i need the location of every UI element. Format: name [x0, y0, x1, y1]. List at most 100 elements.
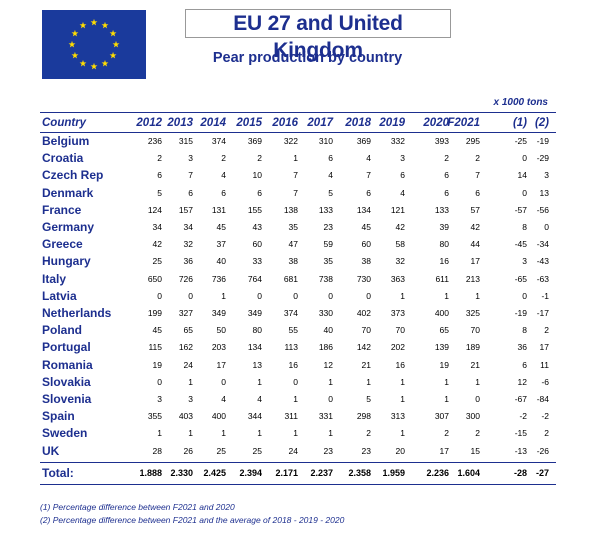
country-name: France — [42, 202, 82, 217]
table-cell: 2.425 — [203, 468, 226, 478]
table-cell: 4 — [400, 187, 405, 198]
table-cell: 16 — [395, 359, 405, 370]
table-row: Italy 650 726 736 764 681 738 730 363 611 213 -65 -6… — [40, 272, 560, 289]
country-name: Slovenia — [42, 392, 92, 406]
table-cell: 121 — [390, 204, 405, 215]
table-cell: 32 — [395, 256, 405, 267]
table-cell: 213 — [465, 273, 480, 284]
table-cell: -84 — [536, 394, 549, 404]
table-row: Sweden 1 1 1 1 1 1 2 1 2 2 -15 2 — [40, 426, 560, 443]
table-row: Latvia 0 0 1 0 0 0 0 1 1 1 0 -1 — [40, 289, 560, 306]
table-cell: 0 — [157, 376, 162, 387]
country-name: Portugal — [42, 340, 91, 355]
table-cell: 142 — [356, 342, 371, 353]
country-name: Sweden — [42, 426, 88, 441]
table-row: Slovakia 0 1 0 1 0 1 1 1 1 1 12 -6 — [40, 375, 560, 392]
table-cell: 2 — [544, 428, 549, 439]
country-name: UK — [42, 443, 60, 458]
country-column-header: Country — [42, 117, 87, 129]
table-row: Germany 34 34 45 43 35 23 45 42 39 42 8 0 — [40, 220, 560, 237]
table-top-rule — [40, 112, 556, 113]
table-row: Poland 45 65 50 80 55 40 70 70 65 70 8 2 — [40, 323, 560, 340]
table-cell: 6 — [444, 187, 449, 198]
table-cell: 0 — [522, 290, 527, 301]
table-cell: -2 — [541, 411, 549, 422]
country-name: Belgium — [42, 134, 90, 148]
table-cell: 70 — [470, 325, 480, 336]
country-name: Slovakia — [42, 374, 91, 389]
table-cell: 50 — [216, 325, 226, 336]
table-row: Denmark 5 6 6 6 7 5 6 4 6 6 0 13 — [40, 186, 560, 203]
table-cell: 7 — [293, 187, 298, 198]
units-label: x 1000 tons — [493, 97, 548, 108]
table-cell: 2 — [366, 428, 371, 439]
table-cell: 58 — [395, 239, 405, 250]
country-name: Netherlands — [42, 306, 112, 320]
table-cell: 1 — [328, 428, 333, 439]
table-cell: 15 — [470, 445, 480, 456]
table-cell: 17 — [216, 359, 226, 370]
table-cell: -25 — [514, 136, 527, 146]
table-cell: 38 — [288, 256, 298, 267]
table-cell: 400 — [211, 411, 226, 422]
table-cell: 344 — [247, 411, 262, 422]
table-cell: 6 — [400, 170, 405, 181]
table-cell: 6 — [328, 153, 333, 164]
table-cell: -28 — [513, 468, 527, 478]
table-header-row: Country 2012 2013 2014 2015 2016 2017 2018 2019… — [40, 117, 560, 133]
table-cell: 3 — [188, 394, 193, 404]
table-cell: 2.394 — [239, 468, 262, 478]
table-cell: 2 — [444, 428, 449, 439]
table-cell: 162 — [178, 342, 193, 353]
table-cell: 1 — [475, 376, 480, 387]
table-cell: 374 — [283, 308, 298, 318]
flag-star — [90, 18, 98, 26]
column-header: (2) — [534, 117, 549, 129]
table-cell: 764 — [247, 273, 262, 284]
table-cell: 45 — [361, 222, 371, 232]
table-cell: -19 — [514, 308, 527, 318]
table-cell: 7 — [366, 170, 371, 181]
table-cell: 60 — [361, 239, 371, 250]
table-cell: -15 — [514, 428, 527, 439]
table-cell: 65 — [439, 325, 449, 336]
column-header: 2016 — [272, 117, 298, 129]
table-cell: 349 — [211, 308, 226, 318]
country-name: Spain — [42, 409, 75, 424]
country-name: Croatia — [42, 151, 84, 166]
table-cell: 65 — [183, 325, 193, 336]
table-cell: 2.171 — [275, 468, 298, 478]
table-cell: -27 — [535, 468, 549, 478]
table-cell: 3 — [400, 153, 405, 164]
table-cell: 2 — [475, 428, 480, 439]
table-cell: 4 — [366, 153, 371, 164]
table-cell: 12 — [517, 376, 527, 387]
table-cell: 325 — [465, 308, 480, 318]
table-cell: -17 — [536, 308, 549, 318]
flag-star — [90, 62, 98, 70]
flag-star — [68, 40, 76, 48]
table-total-rule — [40, 462, 556, 463]
table-cell: 115 — [148, 342, 162, 353]
table-cell: 611 — [435, 273, 449, 284]
table-row: Belgium 236 315 374 369 322 310 369 332 393 295 -25… — [40, 134, 560, 151]
table-cell: 1 — [221, 428, 226, 439]
table-cell: 26 — [183, 445, 193, 456]
table-cell: -6 — [541, 376, 549, 387]
table-cell: 1 — [293, 428, 298, 439]
table-cell: 35 — [323, 256, 333, 267]
table-cell: 4 — [257, 394, 262, 404]
table-cell: 400 — [434, 308, 449, 318]
table-cell: -19 — [536, 136, 549, 146]
table-cell: 16 — [439, 256, 449, 267]
country-name: Hungary — [42, 254, 91, 269]
table-cell: 0 — [366, 290, 371, 301]
table-cell: 7 — [188, 170, 193, 181]
table-cell: 0 — [544, 222, 549, 232]
table-cell: 131 — [211, 204, 226, 215]
column-header: 2012 — [136, 117, 162, 129]
column-header: 2019 — [379, 117, 405, 129]
table-cell: -63 — [536, 273, 549, 284]
table-cell: 650 — [147, 273, 162, 284]
table-cell: 43 — [252, 222, 262, 232]
